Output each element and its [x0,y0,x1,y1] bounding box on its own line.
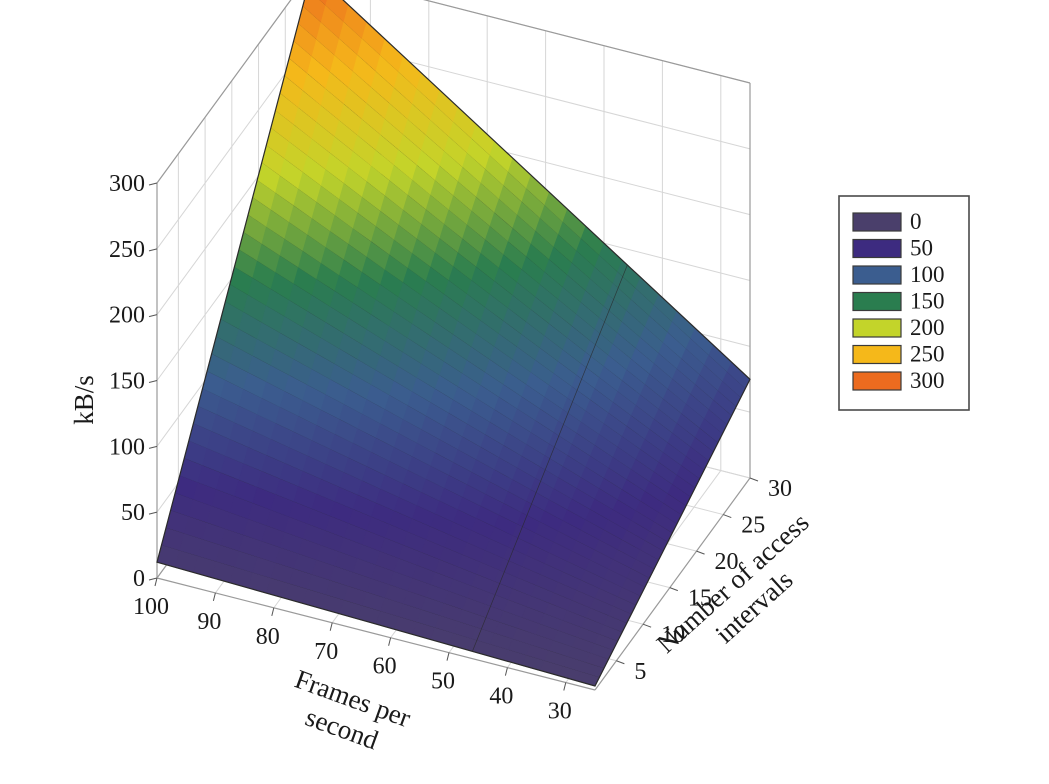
legend-label: 100 [910,262,945,287]
legend-swatch [852,265,902,285]
z-tick [148,380,158,383]
legend-swatch [852,318,902,338]
y-tick [642,623,652,628]
y-tick-label: 15 [688,586,712,612]
x-tick-label: 30 [548,699,572,725]
z-tick [148,445,158,449]
axis-frame-edge [156,0,292,184]
y-tick-label: 5 [634,659,646,685]
z-tick-label: 200 [109,303,145,329]
legend-swatch [852,238,902,259]
x-tick [329,622,333,631]
x-tick-label: 60 [373,654,397,680]
y-tick-label: 30 [768,476,792,502]
axis-frame-edge [156,577,596,691]
x-tick [271,607,275,616]
axis-frame-edge [422,0,751,84]
x-tick-label: 50 [431,669,455,695]
legend-label: 150 [910,289,945,314]
axis-frame-edge [594,477,751,691]
y-tick [723,514,732,519]
z-axis-title: kB/s [69,375,99,425]
legend-label: 50 [910,236,933,261]
x-tick-label: 80 [256,624,280,650]
y-tick [669,587,679,592]
y-tick-label: 25 [741,513,765,539]
z-tick-label: 100 [109,434,145,460]
legend-swatch [852,212,902,232]
x-tick-label: 40 [489,684,513,710]
legend-label: 300 [910,368,945,393]
x-tick [154,577,158,587]
z-tick [148,577,158,581]
legend-swatch [852,371,902,391]
x-tick-label: 90 [197,609,221,635]
z-tick-label: 250 [109,237,145,263]
x-tick [212,592,216,602]
z-tick [148,182,158,186]
x-tick [388,637,392,646]
surface-outline [156,0,751,687]
surface-cell [319,0,328,6]
legend-label: 250 [910,342,945,367]
z-tick-label: 150 [109,369,145,395]
legend-label: 0 [910,209,922,234]
ticks-layer: 0 50 100 150 200 250 300 100 90 80 70 60 50 40 30 5 1015… [109,171,792,725]
z-tick [148,314,158,318]
surface-layer [156,0,751,687]
z-tick-label: 300 [109,171,145,197]
legend-label: 200 [910,315,945,340]
y-tick [749,477,759,482]
x-tick-label: 70 [314,639,338,665]
z-tick-label: 0 [133,566,145,592]
z-tick-label: 50 [121,500,145,526]
x-tick [446,652,450,661]
surface-cross-line [472,264,628,652]
y-tick [616,660,625,665]
legend-swatch [852,291,902,312]
y-tick-label: 10 [661,622,685,648]
z-tick [148,511,158,515]
z-tick [148,248,158,252]
x-tick [563,682,567,691]
y-tick [696,550,705,555]
x-tick-label: 100 [133,594,169,620]
legend-swatch [852,344,902,365]
y-tick-label: 20 [715,549,739,575]
x-tick [504,667,508,676]
